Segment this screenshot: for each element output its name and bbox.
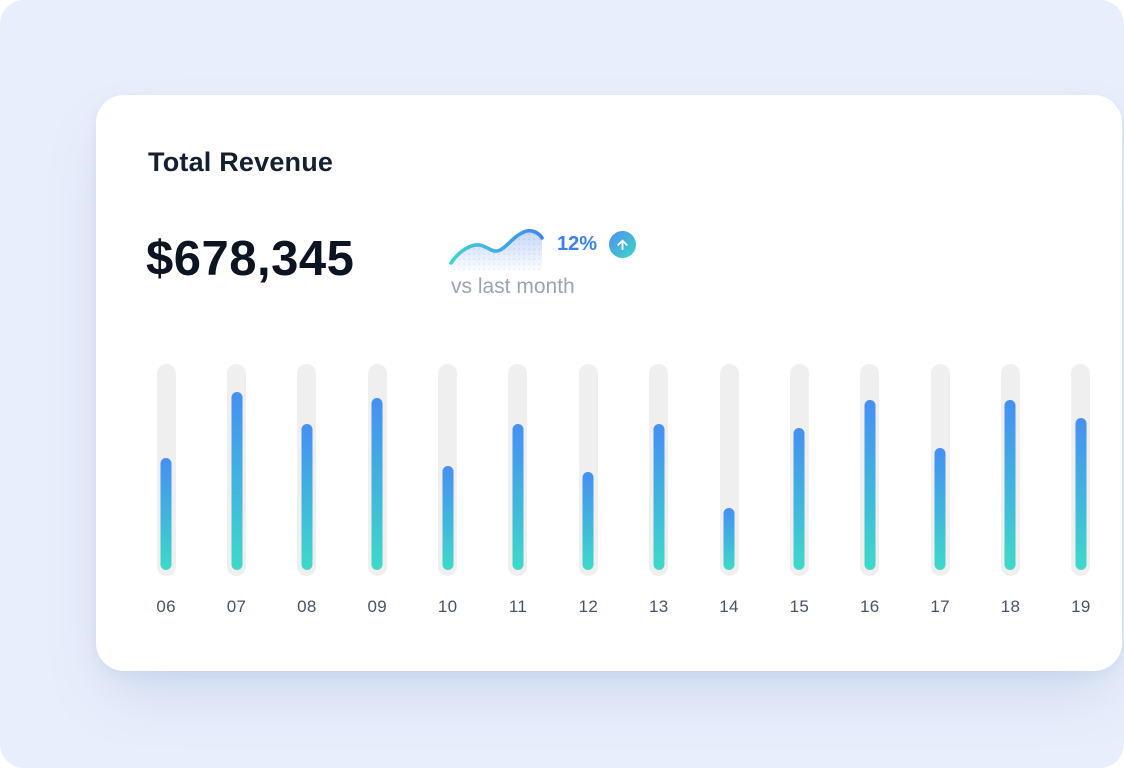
bar-fill	[371, 398, 383, 570]
bar-column-08: 08	[272, 364, 342, 624]
bar-column-11: 11	[483, 364, 553, 624]
bar-fill	[160, 458, 172, 570]
bar-column-07: 07	[201, 364, 271, 624]
bar-label: 08	[297, 597, 317, 616]
bar-fill	[1075, 418, 1087, 570]
bar-fill	[793, 428, 805, 570]
bar-label: 10	[437, 597, 458, 616]
comparison-label: vs last month	[451, 275, 575, 298]
revenue-card: Total Revenue $678,345	[96, 95, 1122, 671]
bar-fill	[301, 424, 313, 570]
revenue-bar-chart: 06 07 08 09 10 11 12 13 14 15 16 17 18 19	[131, 364, 1116, 624]
bar-track	[860, 364, 880, 576]
bar-track	[719, 364, 739, 576]
bar-column-12: 12	[553, 364, 623, 624]
bar-track	[227, 364, 247, 576]
bar-fill	[231, 392, 243, 570]
bar-label: 14	[719, 597, 739, 616]
bar-column-17: 17	[905, 364, 975, 624]
bar-label: 15	[789, 597, 810, 616]
bar-track	[297, 364, 317, 576]
bar-column-13: 13	[624, 364, 694, 624]
bar-track	[508, 364, 528, 576]
bar-fill	[442, 466, 454, 570]
bar-label: 07	[226, 597, 247, 616]
bar-column-19: 19	[1046, 364, 1116, 624]
bar-column-10: 10	[412, 364, 482, 624]
card-title: Total Revenue	[148, 147, 334, 177]
bar-fill	[934, 448, 946, 570]
bar-fill	[864, 400, 876, 570]
bar-label: 13	[648, 597, 669, 616]
bar-label: 09	[367, 597, 388, 616]
trend-up-badge	[609, 231, 636, 258]
bar-track	[578, 364, 598, 576]
bar-label: 18	[1000, 597, 1021, 616]
bar-label: 12	[578, 597, 599, 616]
bar-label: 11	[508, 597, 528, 616]
total-revenue-amount: $678,345	[146, 232, 355, 286]
bar-column-15: 15	[764, 364, 834, 624]
bar-column-18: 18	[975, 364, 1045, 624]
bar-fill	[512, 424, 524, 570]
bar-fill	[1004, 400, 1016, 570]
bar-track	[156, 364, 176, 576]
bar-fill	[582, 472, 594, 570]
bar-track	[367, 364, 387, 576]
sparkline-icon	[449, 228, 544, 271]
arrow-up-icon	[617, 239, 628, 251]
bar-fill	[723, 508, 735, 570]
bar-track	[930, 364, 950, 576]
bar-label: 17	[930, 597, 950, 616]
bar-track	[649, 364, 669, 576]
bar-track	[438, 364, 458, 576]
bar-fill	[653, 424, 665, 570]
bar-label: 16	[860, 597, 880, 616]
bar-column-09: 09	[342, 364, 412, 624]
bar-label: 06	[156, 597, 176, 616]
bar-column-14: 14	[694, 364, 764, 624]
bar-track	[1000, 364, 1020, 576]
bar-column-06: 06	[131, 364, 201, 624]
trend-percent: 12%	[557, 233, 598, 255]
bar-label: 19	[1071, 597, 1091, 616]
bar-track	[1071, 364, 1091, 576]
bar-column-16: 16	[835, 364, 905, 624]
bar-track	[789, 364, 809, 576]
